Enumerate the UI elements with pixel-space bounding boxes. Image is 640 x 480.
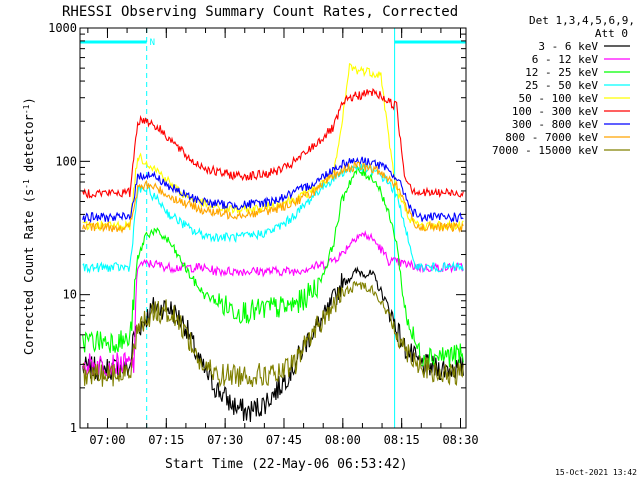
series-line-3 xyxy=(82,163,464,274)
series-line-2 xyxy=(82,164,464,368)
y-axis-label: Corrected Count Rate (s-1 detector-1) xyxy=(22,97,37,355)
x-tick-label-1: 07:15 xyxy=(148,433,184,447)
timestamp: 15-Oct-2021 13:42 xyxy=(555,468,637,477)
series-line-1 xyxy=(82,229,464,378)
x-tick-label-4: 08:00 xyxy=(325,433,361,447)
y-axis-label-main: Corrected Count Rate (s xyxy=(22,189,36,355)
legend-header-line-1: Det 1,3,4,5,6,9, xyxy=(529,14,635,27)
legend-label-2: 12 - 25 keV xyxy=(525,66,598,79)
attenuator-label-0: N xyxy=(150,38,155,48)
x-tick-label-6: 08:30 xyxy=(442,433,478,447)
plot-frame xyxy=(79,27,467,429)
x-axis-label: Start Time (22-May-06 06:53:42) xyxy=(165,457,408,472)
axes: 1 10 100 1000 07:00 07:15 07:30 07:45 08:00 08:15… xyxy=(48,21,478,447)
y-axis-label-sup: -1 xyxy=(22,179,31,189)
legend-label-3: 25 - 50 keV xyxy=(525,79,598,92)
plot-area: N xyxy=(80,28,466,428)
y-tick-label-1: 10 xyxy=(63,288,77,302)
legend-label-1: 6 - 12 keV xyxy=(532,53,599,66)
series-line-0 xyxy=(82,266,464,423)
legend-label-0: 3 - 6 keV xyxy=(538,40,598,53)
series-line-7 xyxy=(82,160,464,234)
y-axis-label-sup2: -1 xyxy=(22,104,31,114)
y-axis-label-mid: detector xyxy=(22,114,36,179)
legend-label-5: 100 - 300 keV xyxy=(512,105,598,118)
y-tick-label-2: 100 xyxy=(55,154,77,168)
x-tick-label-5: 08:15 xyxy=(384,433,420,447)
legend-header-line-2: Att 0 xyxy=(595,27,628,40)
x-tick-label-2: 07:30 xyxy=(207,433,243,447)
series-line-4 xyxy=(82,63,464,232)
series-line-8 xyxy=(82,280,464,388)
legend-label-7: 800 - 7000 keV xyxy=(505,131,598,144)
x-tick-label-3: 07:45 xyxy=(266,433,302,447)
x-tick-label-0: 07:00 xyxy=(89,433,125,447)
series-line-6 xyxy=(82,156,464,224)
legend-label-8: 7000 - 15000 keV xyxy=(492,144,598,157)
y-axis-label-end: ) xyxy=(22,97,36,104)
y-tick-label-3: 1000 xyxy=(48,21,77,35)
y-tick-label-0: 1 xyxy=(70,421,77,435)
legend-label-4: 50 - 100 keV xyxy=(519,92,599,105)
legend-label-6: 300 - 800 keV xyxy=(512,118,598,131)
chart-title: RHESSI Observing Summary Count Rates, Co… xyxy=(62,4,458,20)
series-line-5 xyxy=(82,87,464,199)
